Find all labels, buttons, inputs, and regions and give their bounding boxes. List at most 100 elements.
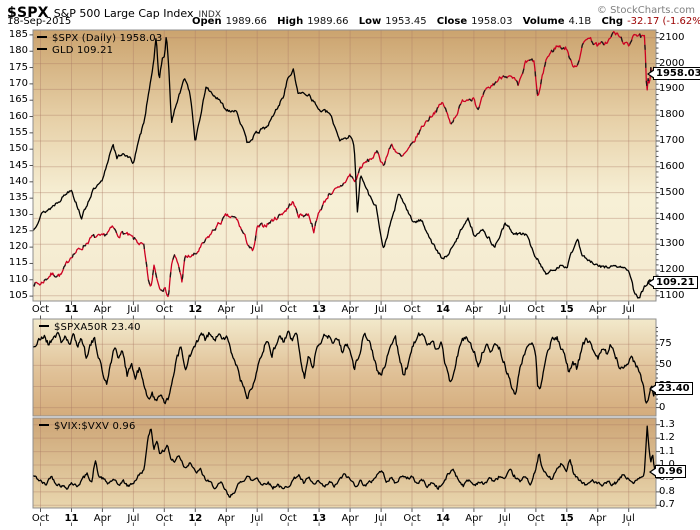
y-right-tick-label: 1900 [659,83,685,95]
low-label: Low [358,16,382,27]
legend-vix-vxv: $VIX:$VXV 0.96 [54,421,136,432]
exchange-label: INDX [198,10,221,20]
y-right-tick-label: 0 [659,401,666,413]
x-tick-label: 14 [436,513,450,524]
y-left-tick-label: 140 [8,175,28,187]
x-tick-label: 11 [64,513,79,524]
price-label-gld: 109.21 [647,276,698,289]
low-value: 1953.45 [385,16,427,27]
spx-line-swatch [37,36,47,38]
x-tick-label: 13 [312,513,327,524]
header-line2: 18-Sep-2015 Open 1989.66 High 1989.66 Low 1… [7,16,700,27]
legend-gld-row: GLD 109.21 [37,45,113,56]
x-tick-label: Oct [403,513,421,524]
legend-spxa50r-row: $SPXA50R 23.40 [39,322,141,333]
x-tick-label: Jul [498,513,511,524]
x-tick-label: Oct [31,513,50,524]
y-right-tick-label: 2000 [659,57,685,69]
header-line1: $SPX S&P 500 Large Cap Index INDX [7,2,221,21]
chg-label: Chg [601,16,624,27]
x-tick-label: 13 [312,304,327,315]
chart-date: 18-Sep-2015 [7,16,72,27]
x-tick-label: Jul [251,304,264,315]
gld-line-swatch [37,48,47,50]
y-right-tick-label: 1500 [659,186,685,198]
high-label: High [277,16,304,27]
legend-vix-vxv-row: $VIX:$VXV 0.96 [39,421,136,432]
y-right-tick-label: 1800 [659,109,685,121]
open-label: Open [192,16,222,27]
volume-value: 4.1B [568,16,592,27]
y-right-tick-label: 1.3 [659,418,675,430]
y-right-tick-label: 1300 [659,238,685,250]
y-left-tick-label: 135 [8,192,28,204]
x-tick-label: Apr [93,513,112,524]
open-value: 1989.66 [225,16,267,27]
y-left-tick-label: 155 [8,126,28,138]
y-right-tick-label: 1.2 [659,432,675,444]
legend-spxa50r: $SPXA50R 23.40 [54,322,141,333]
y-left-tick-label: 110 [8,273,28,285]
legend-gld: GLD 109.21 [52,45,114,56]
x-tick-label: Apr [217,513,235,524]
legend-spx-row: $SPX (Daily) 1958.03 [37,33,162,44]
x-tick-label: Jul [622,304,635,315]
x-tick-label: Apr [217,304,235,315]
y-left-tick-label: 115 [8,257,28,269]
x-tick-label: Oct [527,304,545,315]
volume-label: Volume [522,16,565,27]
spxa50r-line-swatch [39,325,49,327]
price-label-spx: 1958.03 [647,67,700,80]
y-left-tick-label: 160 [8,110,28,122]
x-tick-label: Jul [498,304,511,315]
x-tick-label: Apr [589,304,607,315]
y-right-tick-label: 1.1 [659,445,675,457]
x-tick-label: Oct [31,304,50,315]
y-left-tick-label: 175 [8,61,28,73]
close-value: 1958.03 [471,16,513,27]
y-right-tick-label: 0.8 [659,485,675,497]
x-tick-label: 12 [188,513,203,524]
vix-vxv-line-swatch [39,424,49,426]
y-left-tick-label: 165 [8,94,28,106]
x-tick-label: Jul [251,513,264,524]
x-tick-label: 11 [64,304,79,315]
x-tick-label: Jul [127,513,140,524]
x-tick-label: Jul [622,513,635,524]
y-left-tick-label: 185 [8,28,28,40]
x-tick-label: Apr [589,513,607,524]
x-tick-label: Oct [279,304,297,315]
y-right-tick-label: 1700 [659,134,685,146]
x-tick-label: 14 [436,304,450,315]
y-right-tick-label: 1600 [659,160,685,172]
high-value: 1989.66 [307,16,349,27]
copyright: © StockCharts.com [596,5,695,16]
y-right-tick-label: 75 [659,338,672,350]
x-tick-label: 15 [559,304,574,315]
quote-row: Open 1989.66 High 1989.66 Low 1953.45 Close… [185,16,700,27]
x-tick-label: Apr [341,513,359,524]
y-right-tick-label: 2100 [659,31,685,43]
legend-spx: $SPX (Daily) 1958.03 [52,33,163,44]
x-tick-label: Jul [375,304,388,315]
symbol: $SPX [7,5,49,21]
y-right-tick-label: 1200 [659,264,685,276]
y-right-tick-label: 50 [659,359,672,371]
price-label-spxa50r: 23.40 [649,382,693,395]
x-tick-label: Apr [465,304,483,315]
x-tick-label: Apr [93,304,112,315]
x-tick-label: Oct [403,304,421,315]
y-right-tick-label: 1100 [659,289,685,301]
y-left-tick-label: 145 [8,159,28,171]
y-right-tick-label: 1400 [659,212,685,224]
x-tick-label: Oct [155,513,173,524]
chg-value: -32.17 (-1.62%) [627,16,700,27]
x-tick-label: Oct [155,304,173,315]
y-left-tick-label: 105 [8,290,28,302]
x-tick-label: Jul [127,304,140,315]
y-left-tick-label: 170 [8,77,28,89]
x-tick-label: Apr [341,304,359,315]
y-left-tick-label: 125 [8,224,28,236]
